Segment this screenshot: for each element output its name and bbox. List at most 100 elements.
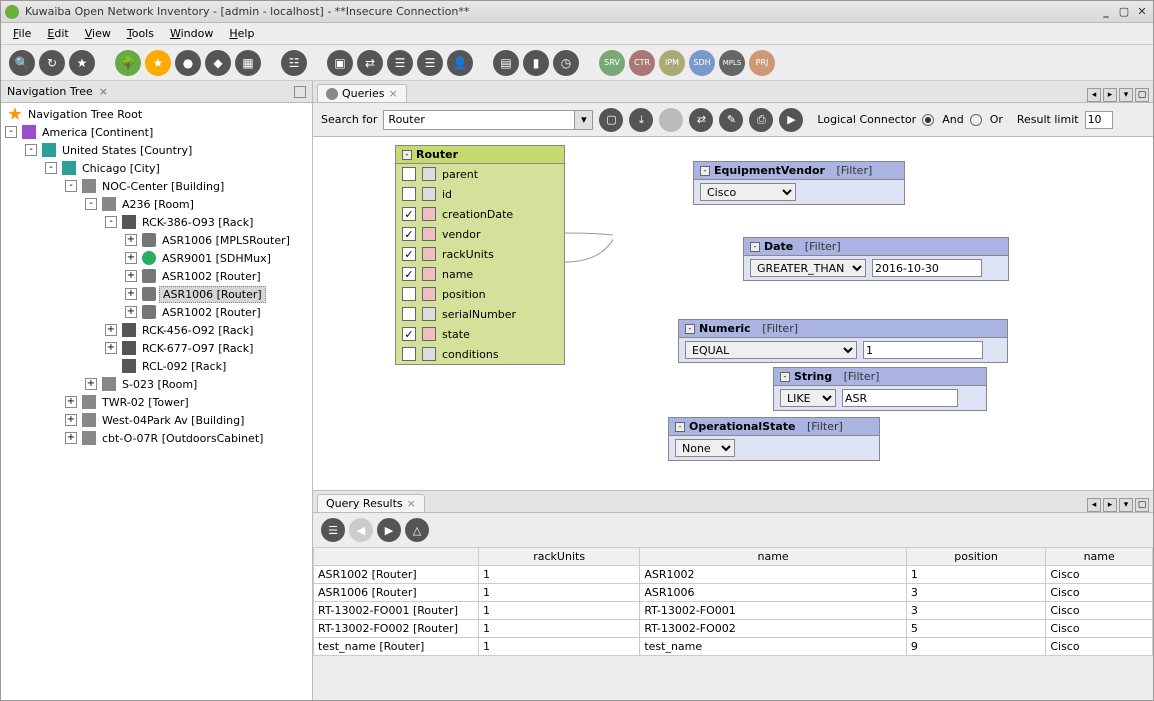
field-check[interactable]	[402, 247, 416, 261]
toggle-america[interactable]: -	[5, 126, 17, 138]
tree-asr9001[interactable]: ASR9001 [SDHMux]	[159, 251, 274, 266]
query-box-router[interactable]: -Router parentidcreationDatevendorrackUn…	[395, 145, 565, 365]
toggle-asr1002a[interactable]: +	[125, 270, 137, 282]
field-check[interactable]	[402, 347, 416, 361]
tab-scroll-right[interactable]: ▸	[1103, 88, 1117, 102]
tab-queries[interactable]: Queries ×	[317, 84, 407, 102]
tool-user-icon[interactable]: 👤	[447, 50, 473, 76]
toggle-asr1006r[interactable]: +	[125, 288, 137, 300]
field-check[interactable]	[402, 287, 416, 301]
result-limit-input[interactable]	[1085, 111, 1113, 129]
tool-star-icon[interactable]: ★	[69, 50, 95, 76]
tab-close-icon[interactable]: ×	[388, 87, 397, 100]
query-open-icon[interactable]: ▢	[599, 108, 623, 132]
close-button[interactable]: ✕	[1135, 5, 1149, 19]
minimize-button[interactable]: _	[1099, 5, 1113, 19]
nav-tree[interactable]: Navigation Tree Root - America [Continent…	[1, 103, 312, 700]
nav-close-icon[interactable]: ×	[99, 85, 108, 98]
field-visibility-icon[interactable]	[422, 267, 436, 281]
tree-asr1006r[interactable]: ASR1006 [Router]	[159, 286, 266, 303]
tool-clock-icon[interactable]: ◷	[553, 50, 579, 76]
table-row[interactable]: ASR1006 [Router]1ASR10063Cisco	[314, 584, 1153, 602]
tree-rck677[interactable]: RCK-677-O97 [Rack]	[139, 341, 256, 356]
search-dropdown[interactable]: ▾	[575, 110, 593, 130]
menu-edit[interactable]: Edit	[39, 25, 76, 42]
toggle-asr1002b[interactable]: +	[125, 306, 137, 318]
toggle-a236[interactable]: -	[85, 198, 97, 210]
field-check[interactable]	[402, 187, 416, 201]
col-header[interactable]: rackUnits	[479, 548, 640, 566]
tree-root[interactable]: Navigation Tree Root	[25, 107, 145, 122]
col-header[interactable]: position	[906, 548, 1045, 566]
field-visibility-icon[interactable]	[422, 167, 436, 181]
col-header[interactable]: name	[640, 548, 907, 566]
search-input[interactable]	[383, 110, 575, 130]
tool-tree-icon[interactable]: 🌳	[115, 50, 141, 76]
tab-scroll-left[interactable]: ◂	[1087, 88, 1101, 102]
menu-tools[interactable]: Tools	[119, 25, 162, 42]
field-vendor[interactable]: vendor	[396, 224, 564, 244]
collapse-icon[interactable]: -	[700, 166, 710, 176]
tree-america[interactable]: America [Continent]	[39, 125, 156, 140]
toggle-west04[interactable]: +	[65, 414, 77, 426]
field-visibility-icon[interactable]	[422, 207, 436, 221]
field-state[interactable]: state	[396, 324, 564, 344]
query-run-icon[interactable]: ▶	[779, 108, 803, 132]
radio-or[interactable]	[970, 114, 982, 126]
query-print-icon[interactable]: ⎙	[749, 108, 773, 132]
field-check[interactable]	[402, 207, 416, 221]
menu-help[interactable]: Help	[221, 25, 262, 42]
radio-and[interactable]	[922, 114, 934, 126]
collapse-icon[interactable]: -	[685, 324, 695, 334]
field-check[interactable]	[402, 327, 416, 341]
collapse-icon[interactable]: -	[402, 150, 412, 160]
tool-ipm-icon[interactable]: IPM	[659, 50, 685, 76]
query-sync-icon[interactable]: ⇄	[689, 108, 713, 132]
tree-asr1006m[interactable]: ASR1006 [MPLSRouter]	[159, 233, 293, 248]
tool-search-icon[interactable]: 🔍	[9, 50, 35, 76]
tool-grid-icon[interactable]: ▦	[235, 50, 261, 76]
results-table[interactable]: rackUnitsnamepositionname ASR1002 [Route…	[313, 547, 1153, 656]
tool-fav-icon[interactable]: ★	[145, 50, 171, 76]
field-visibility-icon[interactable]	[422, 347, 436, 361]
tab-maximize[interactable]: ▢	[1135, 88, 1149, 102]
res-export-icon[interactable]: ☰	[321, 518, 345, 542]
tree-rcl092[interactable]: RCL-092 [Rack]	[139, 359, 229, 374]
table-row[interactable]: RT-13002-FO001 [Router]1RT-13002-FO0013C…	[314, 602, 1153, 620]
field-check[interactable]	[402, 267, 416, 281]
toggle-rck386[interactable]: -	[105, 216, 117, 228]
toggle-noc[interactable]: -	[65, 180, 77, 192]
toggle-s023[interactable]: +	[85, 378, 97, 390]
tab-results-close-icon[interactable]: ×	[407, 497, 416, 510]
tree-rck386[interactable]: RCK-386-O93 [Rack]	[139, 215, 256, 230]
tree-us[interactable]: United States [Country]	[59, 143, 195, 158]
toggle-twr02[interactable]: +	[65, 396, 77, 408]
tree-asr1002b[interactable]: ASR1002 [Router]	[159, 305, 264, 320]
field-check[interactable]	[402, 167, 416, 181]
toggle-asr9001[interactable]: +	[125, 252, 137, 264]
table-row[interactable]: RT-13002-FO002 [Router]1RT-13002-FO0025C…	[314, 620, 1153, 638]
col-header[interactable]: name	[1046, 548, 1153, 566]
tool-prj-icon[interactable]: PRJ	[749, 50, 775, 76]
field-parent[interactable]: parent	[396, 164, 564, 184]
collapse-icon[interactable]: -	[750, 242, 760, 252]
tool-new-icon[interactable]: ▣	[327, 50, 353, 76]
filter-vendor[interactable]: -EquipmentVendor [Filter] Cisco	[693, 161, 905, 205]
field-id[interactable]: id	[396, 184, 564, 204]
tool-list2-icon[interactable]: ☰	[417, 50, 443, 76]
date-op-select[interactable]: GREATER_THAN	[750, 259, 866, 277]
tool-refresh-icon[interactable]: ↻	[39, 50, 65, 76]
field-serialNumber[interactable]: serialNumber	[396, 304, 564, 324]
res-maximize[interactable]: ▢	[1135, 498, 1149, 512]
tool-sdh-icon[interactable]: SDH	[689, 50, 715, 76]
field-visibility-icon[interactable]	[422, 307, 436, 321]
str-op-select[interactable]: LIKE	[780, 389, 836, 407]
menu-view[interactable]: View	[77, 25, 119, 42]
field-name[interactable]: name	[396, 264, 564, 284]
field-visibility-icon[interactable]	[422, 287, 436, 301]
filter-string[interactable]: -String [Filter] LIKE	[773, 367, 987, 411]
tab-results[interactable]: Query Results ×	[317, 494, 425, 512]
field-visibility-icon[interactable]	[422, 247, 436, 261]
query-canvas[interactable]: -Router parentidcreationDatevendorrackUn…	[313, 137, 1153, 490]
maximize-button[interactable]: ▢	[1117, 5, 1131, 19]
